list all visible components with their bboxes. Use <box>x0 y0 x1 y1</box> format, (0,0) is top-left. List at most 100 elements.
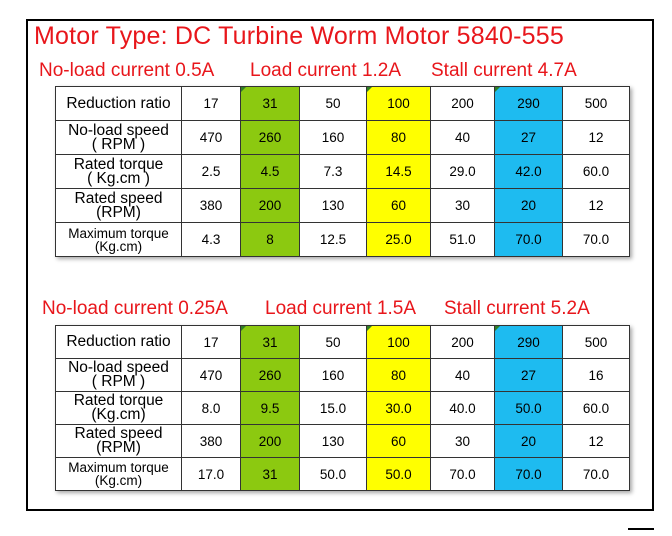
value-cell: 470 <box>181 358 241 392</box>
value-cell: 14.5 <box>366 154 431 189</box>
row-label-line: (Kg.cm) <box>94 473 143 488</box>
value-cell: 260 <box>240 358 300 392</box>
value-cell: 290 <box>494 325 563 359</box>
row-label-line: Rated torque <box>73 155 164 173</box>
value-cell: 70.0 <box>562 222 630 257</box>
value-cell: 470 <box>181 120 241 155</box>
value-cell: 50.0 <box>494 391 563 425</box>
rated-speed-row: Rated speed (RPM) 380 200 130 60 30 20 12 <box>55 188 630 223</box>
row-label-line: Rated speed <box>74 189 163 207</box>
value-cell: 380 <box>181 188 241 223</box>
value-cell: 60.0 <box>562 391 630 425</box>
value-cell: 31 <box>240 457 300 491</box>
value-cell: 20 <box>494 424 563 458</box>
value-cell: 290 <box>494 86 563 121</box>
value-cell: 9.5 <box>240 391 300 425</box>
value-cell: 200 <box>240 424 300 458</box>
row-label: Maximum torque (Kg.cm) <box>55 457 182 491</box>
spec-table-2: Reduction ratio 17 31 50 100 200 290 500 No-load… <box>55 325 630 491</box>
row-label: No-load speed( RPM ) <box>55 120 182 155</box>
reduction-ratio-row: Reduction ratio 17 31 50 100 200 290 500 <box>55 86 630 121</box>
value-cell: 31 <box>240 86 300 121</box>
row-label-line: Maximum torque <box>68 225 169 241</box>
row-label-line: Reduction ratio <box>66 333 171 350</box>
value-cell: 42.0 <box>494 154 563 189</box>
row-label-line: ( RPM ) <box>91 373 146 390</box>
row-label: Rated torque (Kg.cm) <box>55 391 182 425</box>
value-cell: 40 <box>430 358 495 392</box>
row-label-line: ( Kg.cm ) <box>87 169 150 187</box>
row-label: Maximum torque (Kg.cm) <box>55 222 182 257</box>
value-cell: 30.0 <box>366 391 431 425</box>
value-cell: 17 <box>181 325 241 359</box>
row-label-line: Rated speed <box>74 425 163 442</box>
row-label-line: ( RPM ) <box>91 135 146 153</box>
row-label: Rated torque( Kg.cm ) <box>55 154 182 189</box>
row-label-line: (RPM) <box>96 203 141 221</box>
stall-current-spec-1: Stall current 4.7A <box>431 60 577 81</box>
value-cell: 30 <box>430 424 495 458</box>
maximum-torque-row: Maximum torque (Kg.cm) 4.3 8 12.5 25.0 51.0 70.… <box>55 222 630 257</box>
value-cell: 4.5 <box>240 154 300 189</box>
no-load-current-spec-1: No-load current 0.5A <box>39 60 215 81</box>
value-cell: 130 <box>299 188 367 223</box>
rated-torque-row: Rated torque( Kg.cm ) 2.5 4.5 7.3 14.5 29.0 42… <box>55 154 630 189</box>
value-cell: 50.0 <box>299 457 367 491</box>
row-label-line: Reduction ratio <box>66 94 171 112</box>
row-label-line: (RPM) <box>96 439 141 456</box>
value-cell: 130 <box>299 424 367 458</box>
value-cell: 380 <box>181 424 241 458</box>
value-cell: 80 <box>366 120 431 155</box>
value-cell: 160 <box>299 358 367 392</box>
value-cell: 40.0 <box>430 391 495 425</box>
value-cell: 50 <box>299 325 367 359</box>
row-label: Rated speed (RPM) <box>55 188 182 223</box>
value-cell: 17 <box>181 86 241 121</box>
load-current-spec-1: Load current 1.2A <box>250 60 402 81</box>
row-label-line: Rated torque <box>73 392 164 409</box>
value-cell: 200 <box>430 325 495 359</box>
value-cell: 70.0 <box>494 222 563 257</box>
rated-speed-row: Rated speed (RPM) 380 200 130 60 30 20 12 <box>55 424 630 458</box>
value-cell: 500 <box>562 86 630 121</box>
value-cell: 40 <box>430 120 495 155</box>
value-cell: 8.0 <box>181 391 241 425</box>
value-cell: 20 <box>494 188 563 223</box>
value-cell: 50.0 <box>366 457 431 491</box>
no-load-speed-row: No-load speed( RPM ) 470 260 160 80 40 27 16 <box>55 358 630 392</box>
value-cell: 50 <box>299 86 367 121</box>
row-label-line: (Kg.cm) <box>91 406 146 423</box>
row-label: Reduction ratio <box>55 86 182 121</box>
value-cell: 500 <box>562 325 630 359</box>
value-cell: 27 <box>494 358 563 392</box>
row-label-line: Maximum torque <box>68 460 169 475</box>
stall-current-spec-2: Stall current 5.2A <box>444 298 590 319</box>
value-cell: 80 <box>366 358 431 392</box>
row-label-line: (Kg.cm) <box>94 238 143 254</box>
row-label: Rated speed (RPM) <box>55 424 182 458</box>
value-cell: 31 <box>240 325 300 359</box>
load-current-spec-2: Load current 1.5A <box>265 298 417 319</box>
value-cell: 60 <box>366 188 431 223</box>
reduction-ratio-row: Reduction ratio 17 31 50 100 200 290 500 <box>55 325 630 359</box>
value-cell: 25.0 <box>366 222 431 257</box>
motor-type-title: Motor Type: DC Turbine Worm Motor 5840-5… <box>34 22 564 50</box>
value-cell: 160 <box>299 120 367 155</box>
value-cell: 60.0 <box>562 154 630 189</box>
value-cell: 7.3 <box>299 154 367 189</box>
corner-line <box>628 528 654 530</box>
value-cell: 16 <box>562 358 630 392</box>
value-cell: 12 <box>562 120 630 155</box>
value-cell: 4.3 <box>181 222 241 257</box>
value-cell: 30 <box>430 188 495 223</box>
row-label: No-load speed( RPM ) <box>55 358 182 392</box>
value-cell: 12 <box>562 424 630 458</box>
value-cell: 12.5 <box>299 222 367 257</box>
value-cell: 60 <box>366 424 431 458</box>
no-load-current-spec-2: No-load current 0.25A <box>42 298 228 319</box>
value-cell: 27 <box>494 120 563 155</box>
value-cell: 2.5 <box>181 154 241 189</box>
value-cell: 15.0 <box>299 391 367 425</box>
row-label-line: No-load speed <box>68 121 169 139</box>
value-cell: 70.0 <box>430 457 495 491</box>
